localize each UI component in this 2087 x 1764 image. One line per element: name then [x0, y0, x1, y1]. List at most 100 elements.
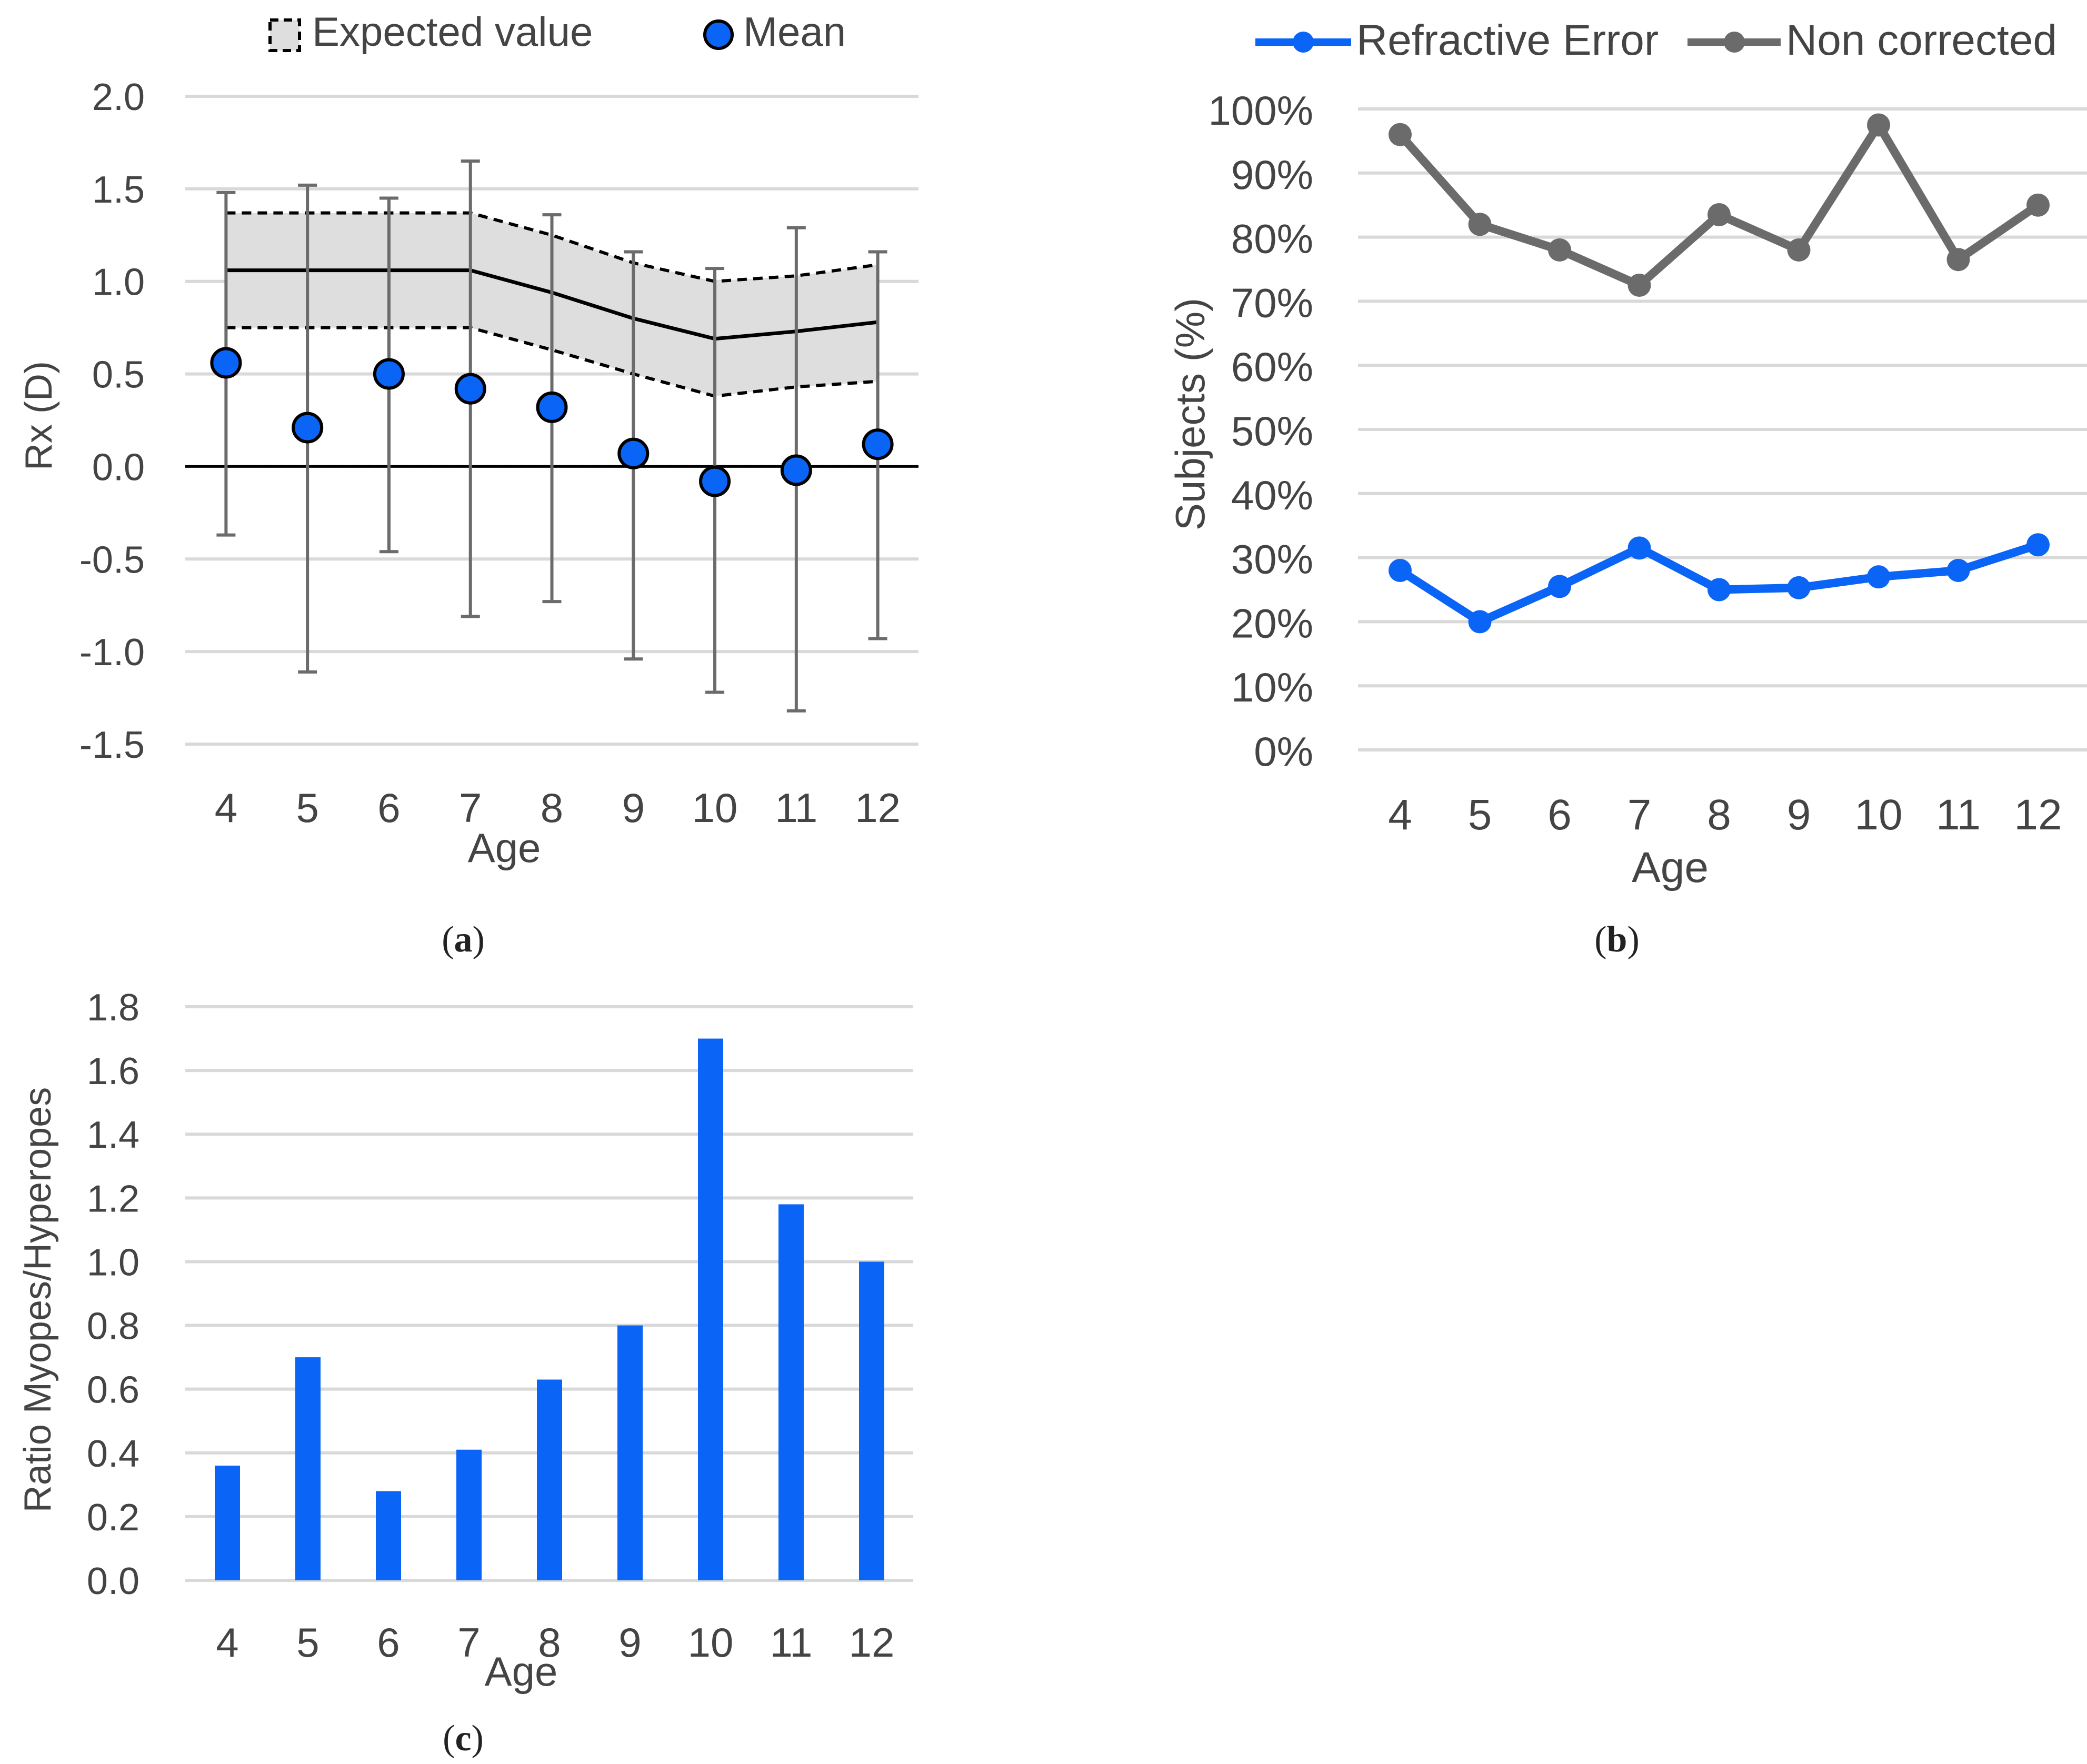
chart-c-x-ticks: 4 5 6 7 8 9 10 11 12	[216, 1619, 894, 1666]
chart-a-y-axis-title: Rx (D)	[18, 361, 60, 470]
x-tick-label: 8	[538, 1619, 561, 1666]
y-tick-label: 0.0	[87, 1560, 139, 1602]
x-tick-label: 5	[296, 785, 318, 831]
bar	[456, 1449, 482, 1580]
mean-point	[454, 373, 486, 405]
mean-point	[373, 358, 405, 390]
y-tick-label: 0.6	[87, 1369, 139, 1411]
x-tick-label: 4	[215, 785, 237, 831]
chart-a-legend: Expected value Mean	[268, 8, 846, 55]
bar	[698, 1038, 723, 1580]
x-tick-label: 8	[541, 785, 563, 831]
series-non-corrected-point	[1548, 238, 1571, 262]
series-non-corrected-point	[2026, 193, 2050, 217]
series-refractive-error-point	[1707, 578, 1731, 602]
y-tick-label: 30%	[1231, 536, 1313, 583]
bar	[295, 1357, 321, 1580]
series-refractive-error-point	[1627, 536, 1651, 560]
mean-point	[862, 428, 894, 460]
y-tick-label: 0.4	[87, 1433, 139, 1475]
legend-refractive-label: Refractive Error	[1356, 16, 1659, 64]
y-tick-label: 40%	[1231, 472, 1313, 518]
chart-b-legend: Refractive Error Non corrected	[1255, 16, 2057, 64]
chart-b: 100% 90% 80% 70% 60% 50% 40% 30% 20% 10% 0% 4 5 6 7 8 9…	[1167, 16, 2087, 891]
chart-b-series	[1389, 113, 2050, 634]
x-tick-label: 11	[770, 1619, 813, 1666]
bar	[537, 1379, 562, 1580]
y-tick-label: 0.8	[87, 1306, 139, 1348]
x-tick-label: 12	[2014, 791, 2062, 839]
x-tick-label: 9	[618, 1619, 641, 1666]
series-non-corrected-point	[1468, 213, 1492, 236]
y-tick-label: 1.6	[87, 1050, 139, 1093]
series-non-corrected-point	[1787, 238, 1811, 262]
y-tick-label: 1.5	[92, 169, 145, 211]
mean-point	[536, 391, 568, 423]
y-tick-label: 1.0	[87, 1241, 139, 1284]
x-tick-label: 6	[1547, 791, 1572, 839]
y-tick-label: 50%	[1231, 408, 1313, 454]
chart-c: 1.8 1.6 1.4 1.2 1.0 0.8 0.6 0.4 0.2 0.0 4 5 6 7 8 9 10 1…	[17, 987, 913, 1695]
series-non-corrected-point	[1707, 203, 1731, 226]
y-tick-label: 80%	[1231, 216, 1313, 262]
chart-c-bars	[215, 1038, 884, 1580]
x-tick-label: 8	[1707, 791, 1731, 839]
legend-noncorrected-label: Non corrected	[1786, 16, 2057, 64]
y-tick-label: 0%	[1254, 728, 1313, 775]
panel-label-a: (a)	[442, 919, 485, 960]
bar	[617, 1325, 643, 1580]
x-tick-label: 11	[1936, 791, 1981, 839]
mean-point	[292, 412, 324, 444]
bar	[778, 1204, 804, 1580]
legend-mean-label: Mean	[743, 8, 846, 55]
x-tick-label: 11	[775, 785, 817, 831]
chart-a: 2.0 1.5 1.0 0.5 0.0 -0.5 -1.0 -1.5 4 5 6 7 8 9 10 11 12…	[18, 8, 918, 871]
series-refractive-error-point	[2026, 533, 2050, 557]
chart-c-y-axis-title: Ratio Myopes/Hyperopes	[17, 1087, 59, 1512]
y-tick-label: 10%	[1231, 664, 1313, 710]
expected-upper-line	[226, 211, 878, 283]
mean-point	[699, 465, 731, 497]
y-tick-label: 1.4	[87, 1114, 139, 1156]
series-refractive-error-point	[1468, 610, 1492, 634]
series-refractive-error-point	[1787, 576, 1811, 599]
x-tick-label: 5	[296, 1619, 319, 1666]
x-tick-label: 7	[457, 1619, 480, 1666]
panel-label-b: (b)	[1594, 919, 1640, 960]
chart-b-x-axis-title: Age	[1632, 844, 1709, 891]
chart-a-x-ticks: 4 5 6 7 8 9 10 11 12	[215, 785, 901, 831]
y-tick-label: -1.5	[79, 724, 145, 766]
series-refractive-error-point	[1389, 558, 1412, 582]
series-non-corrected-point	[1867, 113, 1890, 137]
legend-mean-swatch	[703, 19, 734, 50]
legend-expected-label: Expected value	[312, 8, 593, 55]
x-tick-label: 7	[1627, 791, 1652, 839]
series-refractive-error-point	[1867, 565, 1890, 589]
chart-b-y-axis-title: Subjects (%)	[1167, 298, 1213, 530]
y-tick-label: 20%	[1231, 600, 1313, 646]
mean-point	[210, 347, 242, 379]
bar	[376, 1491, 401, 1580]
y-tick-label: 2.0	[92, 76, 145, 118]
y-tick-label: 0.0	[92, 446, 145, 488]
chart-a-mean-points	[210, 347, 894, 497]
x-tick-label: 10	[688, 1619, 734, 1666]
x-tick-label: 7	[459, 785, 482, 831]
chart-c-y-ticks: 1.8 1.6 1.4 1.2 1.0 0.8 0.6 0.4 0.2 0.0	[87, 987, 139, 1602]
chart-b-gridlines	[1358, 107, 2087, 751]
series-non-corrected-point	[1946, 248, 1970, 272]
series-refractive-error-point	[1946, 558, 1970, 582]
y-tick-label: 70%	[1231, 279, 1313, 326]
y-tick-label: 0.5	[92, 354, 145, 396]
y-tick-label: 60%	[1231, 344, 1313, 390]
legend-noncorrected-swatch-marker	[1724, 32, 1745, 53]
x-tick-label: 10	[692, 785, 738, 831]
x-tick-label: 4	[1388, 791, 1412, 839]
x-tick-label: 5	[1468, 791, 1492, 839]
panel-label-c: (c)	[443, 1718, 484, 1759]
x-tick-label: 9	[622, 785, 645, 831]
chart-b-y-ticks: 100% 90% 80% 70% 60% 50% 40% 30% 20% 10% 0%	[1209, 87, 1314, 775]
expected-lower-line	[226, 326, 878, 398]
y-tick-label: -1.0	[79, 632, 145, 674]
series-non-corrected-point	[1389, 123, 1412, 146]
